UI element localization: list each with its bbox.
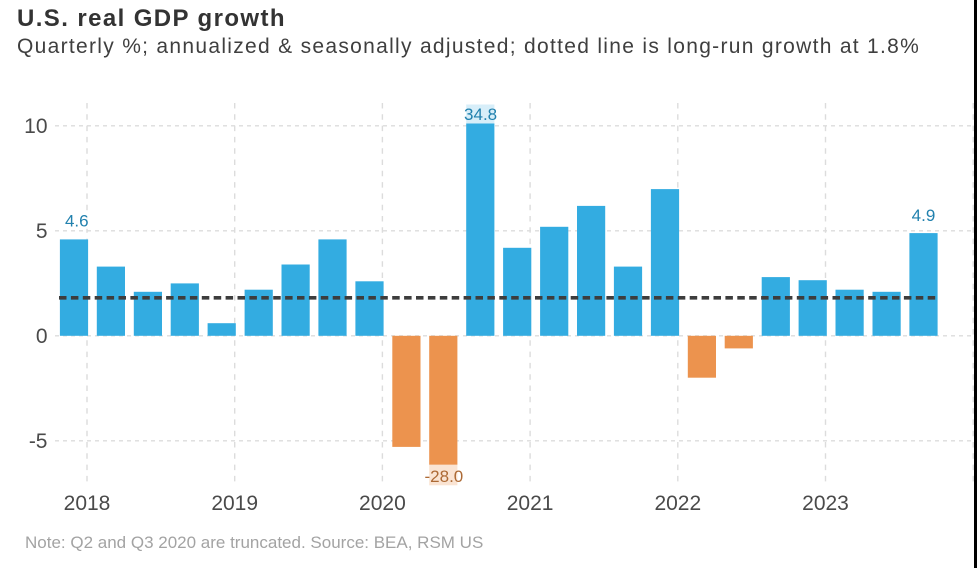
- svg-text:Note: Q2 and Q3 2020 are trunc: Note: Q2 and Q3 2020 are truncated. Sour…: [25, 533, 483, 552]
- svg-text:2023: 2023: [802, 492, 849, 515]
- svg-text:5: 5: [36, 220, 48, 243]
- svg-text:2019: 2019: [211, 492, 258, 515]
- svg-text:2018: 2018: [64, 492, 111, 515]
- svg-text:U.S. real GDP growth: U.S. real GDP growth: [17, 5, 286, 32]
- svg-text:0: 0: [36, 325, 48, 348]
- svg-text:34.8: 34.8: [464, 105, 497, 124]
- svg-text:4.6: 4.6: [65, 212, 89, 231]
- svg-text:2020: 2020: [359, 492, 406, 515]
- svg-text:10: 10: [24, 115, 47, 138]
- svg-text:Quarterly %; annualized & seas: Quarterly %; annualized & seasonally adj…: [17, 35, 920, 58]
- svg-text:-5: -5: [29, 430, 48, 453]
- svg-text:-28.0: -28.0: [425, 467, 464, 486]
- svg-text:2021: 2021: [507, 492, 554, 515]
- svg-text:2022: 2022: [654, 492, 701, 515]
- svg-text:4.9: 4.9: [912, 206, 936, 225]
